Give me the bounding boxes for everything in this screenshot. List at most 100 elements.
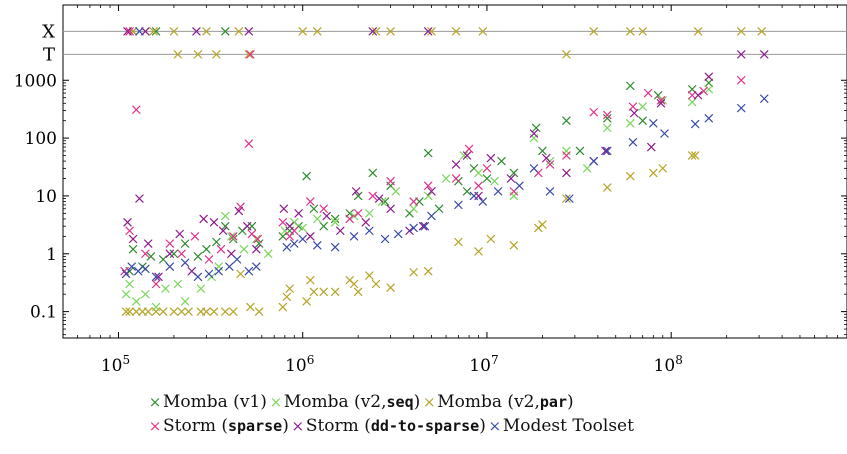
data-point bbox=[737, 27, 746, 36]
data-point bbox=[313, 241, 322, 250]
data-point bbox=[221, 221, 230, 231]
data-point bbox=[330, 287, 340, 297]
data-point bbox=[151, 272, 161, 282]
data-point bbox=[236, 202, 245, 211]
data-point bbox=[427, 27, 436, 36]
data-point bbox=[565, 194, 574, 203]
data-point bbox=[298, 223, 307, 233]
series-group bbox=[121, 27, 769, 282]
legend-marker: × bbox=[291, 417, 305, 435]
data-point bbox=[244, 27, 254, 36]
legend-item: × Modest Toolset bbox=[488, 416, 634, 436]
data-point bbox=[493, 187, 503, 196]
data-point bbox=[204, 269, 214, 279]
data-point bbox=[322, 211, 331, 221]
data-point bbox=[699, 86, 708, 96]
data-point bbox=[279, 204, 289, 213]
data-point bbox=[169, 27, 179, 36]
data-point bbox=[649, 168, 658, 178]
data-point bbox=[285, 221, 294, 231]
data-point bbox=[199, 214, 208, 224]
data-point bbox=[628, 137, 638, 147]
data-point bbox=[193, 252, 203, 261]
data-point bbox=[757, 27, 766, 36]
data-point bbox=[285, 232, 294, 241]
legend-marker: × bbox=[488, 417, 502, 435]
data-point bbox=[515, 181, 524, 190]
data-point bbox=[165, 249, 175, 258]
data-point bbox=[562, 194, 571, 203]
data-point bbox=[478, 27, 488, 36]
data-point bbox=[177, 249, 186, 258]
data-point bbox=[252, 262, 261, 271]
data-point bbox=[603, 110, 612, 120]
data-point bbox=[244, 266, 254, 276]
data-point bbox=[660, 129, 669, 138]
data-point bbox=[562, 50, 571, 59]
data-point bbox=[704, 72, 713, 81]
data-point bbox=[474, 181, 483, 190]
data-point bbox=[386, 27, 395, 36]
data-point bbox=[409, 197, 418, 206]
data-point bbox=[486, 153, 496, 163]
data-point bbox=[209, 307, 219, 316]
data-point bbox=[306, 275, 315, 285]
data-point bbox=[246, 302, 255, 312]
data-point bbox=[252, 245, 261, 254]
data-point bbox=[202, 27, 211, 36]
data-point bbox=[282, 242, 292, 252]
legend-item: × Storm (sparse) bbox=[148, 416, 289, 436]
data-point bbox=[486, 234, 496, 244]
data-point bbox=[244, 139, 254, 148]
data-point bbox=[626, 171, 635, 181]
data-point bbox=[127, 262, 136, 271]
data-point bbox=[380, 234, 390, 244]
data-point bbox=[424, 148, 433, 158]
legend-marker: × bbox=[148, 417, 162, 435]
y-tick-label: 10 bbox=[35, 187, 57, 207]
data-point bbox=[319, 287, 328, 297]
data-point bbox=[638, 102, 647, 111]
data-point bbox=[418, 221, 428, 231]
y-special-label: X bbox=[42, 21, 55, 42]
data-point bbox=[128, 234, 138, 244]
data-point bbox=[441, 174, 451, 183]
data-point bbox=[330, 242, 340, 252]
data-point bbox=[306, 197, 315, 206]
data-point bbox=[368, 168, 377, 178]
data-point bbox=[474, 247, 483, 256]
data-point bbox=[737, 50, 746, 59]
data-point bbox=[151, 27, 161, 36]
data-point bbox=[154, 272, 163, 282]
data-point bbox=[278, 302, 288, 312]
data-point bbox=[506, 174, 516, 183]
data-point bbox=[244, 50, 254, 59]
data-point bbox=[658, 164, 667, 173]
data-point bbox=[490, 176, 499, 186]
data-point bbox=[169, 249, 179, 258]
legend-label: ) bbox=[566, 392, 574, 412]
legend-label: Momba (v2, bbox=[283, 392, 387, 412]
data-point bbox=[234, 206, 244, 216]
legend-label: Storm ( bbox=[305, 416, 371, 436]
data-point bbox=[737, 76, 746, 85]
series-group bbox=[121, 27, 766, 316]
data-point bbox=[151, 307, 161, 316]
y-tick-label: 0.1 bbox=[30, 303, 57, 323]
data-point bbox=[309, 287, 319, 297]
data-point bbox=[626, 27, 635, 36]
data-point bbox=[687, 91, 697, 100]
data-point bbox=[647, 142, 656, 152]
data-point bbox=[227, 232, 236, 241]
data-point bbox=[232, 255, 242, 264]
data-point bbox=[173, 279, 183, 289]
data-point bbox=[161, 284, 170, 293]
data-point bbox=[192, 27, 201, 36]
data-point bbox=[149, 27, 158, 36]
data-point bbox=[691, 119, 700, 129]
data-point bbox=[582, 164, 592, 173]
data-point bbox=[374, 194, 384, 203]
data-point bbox=[180, 258, 190, 267]
data-point bbox=[353, 191, 363, 201]
data-point bbox=[394, 229, 403, 239]
